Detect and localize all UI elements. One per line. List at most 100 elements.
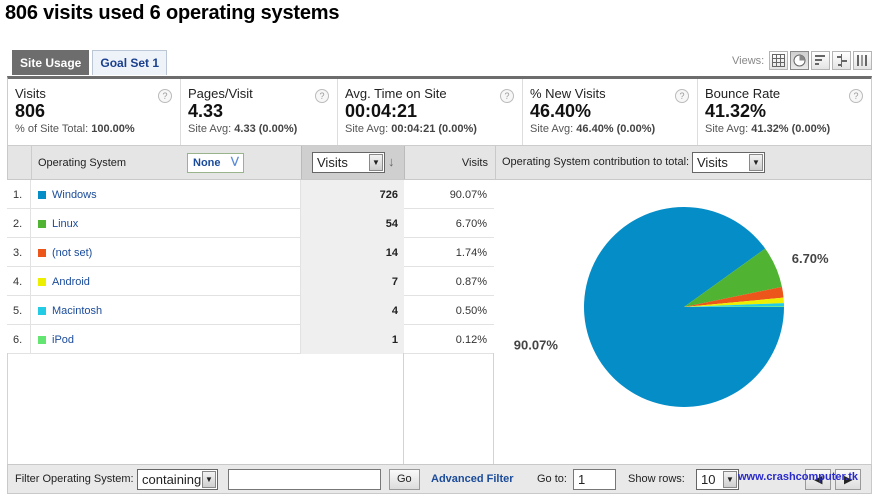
metric-select[interactable]: Visits ▼ xyxy=(312,152,385,173)
help-icon[interactable]: ? xyxy=(675,89,689,103)
metric-sub: Site Avg: 00:04:21 (0.00%) xyxy=(345,123,515,135)
secondary-dimension-value: None xyxy=(193,157,221,169)
pivot-view-icon[interactable] xyxy=(853,51,873,70)
metric-bounce-rate: Bounce Rate 41.32% Site Avg: 41.32% (0.0… xyxy=(698,79,871,145)
metric-value: 46.40% xyxy=(530,101,592,121)
os-link[interactable]: (not set) xyxy=(52,247,93,259)
help-icon[interactable]: ? xyxy=(500,89,514,103)
metric-sub-prefix: % of Site Total: xyxy=(15,123,92,135)
pie-slice-windows[interactable] xyxy=(584,206,784,407)
dropdown-arrow-icon: ▼ xyxy=(723,471,737,488)
color-swatch xyxy=(38,336,46,344)
metrics-summary: Visits 806 % of Site Total: 100.00% ? Pa… xyxy=(7,76,872,146)
watermark-text: www.crashcomputer.tk xyxy=(738,471,859,483)
pie-slice-macintosh[interactable] xyxy=(684,303,784,307)
visits-value: 7 xyxy=(300,267,404,296)
go-button[interactable]: Go xyxy=(389,469,420,490)
percent-value: 90.07% xyxy=(449,189,487,201)
visits-value: 14 xyxy=(300,238,404,267)
advanced-filter-link[interactable]: Advanced Filter xyxy=(431,473,514,485)
metric-label: Bounce Rate xyxy=(705,86,781,101)
os-link[interactable]: Linux xyxy=(52,218,79,230)
show-rows-select[interactable]: 10 ▼ xyxy=(696,469,739,490)
pie-slice-not-set[interactable] xyxy=(684,286,784,307)
color-swatch xyxy=(38,220,46,228)
pie-slice-ipod[interactable] xyxy=(684,306,784,307)
table-row: 2. Linux 54 6.70% xyxy=(7,209,494,238)
os-link[interactable]: Android xyxy=(52,276,90,288)
percent-value: 0.87% xyxy=(455,276,487,288)
table-empty-area xyxy=(404,353,494,464)
dropdown-arrow-icon: ▼ xyxy=(749,154,763,171)
pie-chart-panel: 6.70% 90.07% xyxy=(494,180,872,464)
row-number: 2. xyxy=(7,209,31,238)
table-header: Operating System None ⋁ Visits ▼ ↓ Visit… xyxy=(7,146,872,180)
prev-page-icon[interactable]: ◀ xyxy=(805,469,832,490)
metric-sub-value: 41.32% (0.00%) xyxy=(751,123,831,135)
percent-value: 6.70% xyxy=(455,218,487,230)
metric-avg-time: Avg. Time on Site 00:04:21 Site Avg: 00:… xyxy=(338,79,523,145)
color-swatch xyxy=(38,191,46,199)
os-link[interactable]: iPod xyxy=(52,334,75,346)
views-label: Views: xyxy=(732,54,765,67)
os-link[interactable]: Windows xyxy=(52,189,97,201)
metric-sub-prefix: Site Avg: xyxy=(530,123,577,135)
contribution-select[interactable]: Visits ▼ xyxy=(692,152,765,173)
secondary-dimension-select[interactable]: None ⋁ xyxy=(187,153,244,173)
pie-chart: 6.70% 90.07% xyxy=(514,206,829,407)
performance-view-icon[interactable] xyxy=(811,51,831,70)
tab-site-usage[interactable]: Site Usage xyxy=(12,50,90,75)
metric-sub: Site Avg: 41.32% (0.00%) xyxy=(705,123,864,135)
goto-label: Go to: xyxy=(537,473,567,485)
metric-value: 00:04:21 xyxy=(345,101,418,121)
dropdown-arrow-icon: ▼ xyxy=(369,154,383,171)
double-chevron-down-icon: ⋁ xyxy=(230,156,239,167)
filter-input[interactable] xyxy=(228,469,381,490)
help-icon[interactable]: ? xyxy=(315,89,329,103)
tab-goal-set-1[interactable]: Goal Set 1 xyxy=(92,50,168,75)
metric-value: 806 xyxy=(15,101,46,121)
table-row: 5. Macintosh 4 0.50% xyxy=(7,296,494,325)
row-number-header xyxy=(8,146,32,179)
table-row: 4. Android 7 0.87% xyxy=(7,267,494,296)
metric-sub: Site Avg: 46.40% (0.00%) xyxy=(530,123,690,135)
metric-visits: Visits 806 % of Site Total: 100.00% ? xyxy=(8,79,181,145)
pie-slice-linux[interactable] xyxy=(684,248,782,307)
comparison-view-icon[interactable] xyxy=(832,51,852,70)
metric-label: Visits xyxy=(15,86,46,101)
dropdown-arrow-icon: ▼ xyxy=(202,471,216,488)
help-icon[interactable]: ? xyxy=(849,89,863,103)
goto-input[interactable]: 1 xyxy=(573,469,616,490)
help-icon[interactable]: ? xyxy=(158,89,172,103)
metric-sub-value: 46.40% (0.00%) xyxy=(576,123,656,135)
filter-label: Filter Operating System: xyxy=(15,473,134,485)
metric-label: Avg. Time on Site xyxy=(345,86,447,101)
next-page-icon[interactable]: ▶ xyxy=(835,469,862,490)
metric-new-visits: % New Visits 46.40% Site Avg: 46.40% (0.… xyxy=(523,79,698,145)
metric-sub-value: 100.00% xyxy=(91,123,135,135)
filter-mode-value: containing xyxy=(142,472,202,487)
visits-header[interactable]: Visits xyxy=(461,157,488,169)
page-title: 806 visits used 6 operating systems xyxy=(5,2,340,24)
pie-slice-android[interactable] xyxy=(684,297,784,307)
table-row: 6. iPod 1 0.12% xyxy=(7,325,494,354)
row-number: 5. xyxy=(7,296,31,325)
os-link[interactable]: Macintosh xyxy=(52,305,103,317)
sort-down-icon[interactable]: ↓ xyxy=(388,154,395,169)
percent-value: 0.50% xyxy=(455,305,487,317)
metric-select-value: Visits xyxy=(317,155,348,170)
row-number: 4. xyxy=(7,267,31,296)
metric-sub-value: 4.33 (0.00%) xyxy=(234,123,298,135)
visits-value: 1 xyxy=(300,325,404,354)
metric-pages-per-visit: Pages/Visit 4.33 Site Avg: 4.33 (0.00%) … xyxy=(181,79,338,145)
dimension-header[interactable]: Operating System xyxy=(38,157,127,169)
metric-sub-prefix: Site Avg: xyxy=(188,123,235,135)
contribution-header: Operating System contribution to total: … xyxy=(495,146,873,179)
visits-value: 4 xyxy=(300,296,404,325)
table-view-icon[interactable] xyxy=(769,51,789,70)
table-row: 3. (not set) 14 1.74% xyxy=(7,238,494,267)
tab-bar: Site Usage Goal Set 1 xyxy=(12,50,168,75)
pie-view-icon[interactable] xyxy=(790,51,810,70)
filter-mode-select[interactable]: containing ▼ xyxy=(137,469,218,490)
